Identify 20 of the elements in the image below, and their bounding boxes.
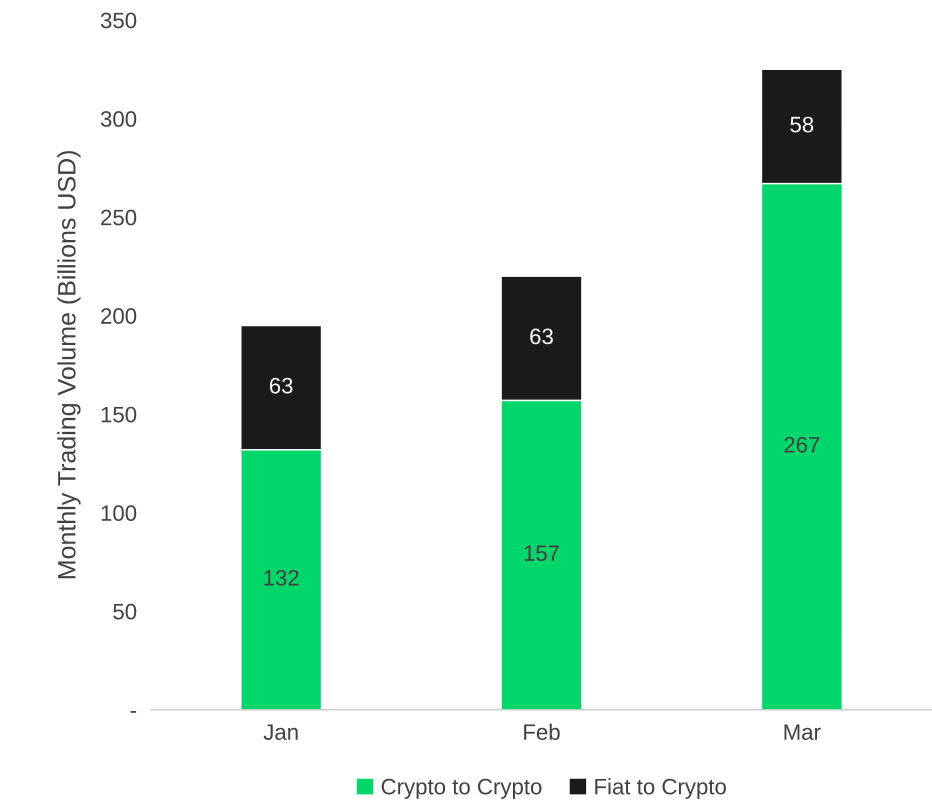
data-label: 63 xyxy=(270,378,293,394)
y-tick-label: 300 xyxy=(100,111,136,127)
x-tick-label: Mar xyxy=(784,724,821,740)
data-label: 267 xyxy=(784,436,820,453)
y-tick-label: 250 xyxy=(101,210,136,226)
legend-label: Fiat to Crypto xyxy=(595,778,726,799)
y-tick-label: 100 xyxy=(102,505,136,521)
y-tick-label: 150 xyxy=(102,406,136,422)
data-label: 63 xyxy=(530,328,553,344)
y-axis-title: Monthly Trading Volume (Billions USD) xyxy=(57,151,81,578)
data-label: 58 xyxy=(790,116,814,132)
data-label: 157 xyxy=(524,546,559,562)
y-tick-label: - xyxy=(130,711,136,713)
legend-label: Crypto to Crypto xyxy=(382,778,542,799)
x-tick-label: Jan xyxy=(264,724,298,740)
y-tick-label: 350 xyxy=(100,12,136,28)
x-tick-label: Feb xyxy=(524,724,560,740)
data-label: 132 xyxy=(264,570,299,586)
y-tick-label: 50 xyxy=(113,604,136,620)
y-tick-label: 200 xyxy=(101,308,136,324)
